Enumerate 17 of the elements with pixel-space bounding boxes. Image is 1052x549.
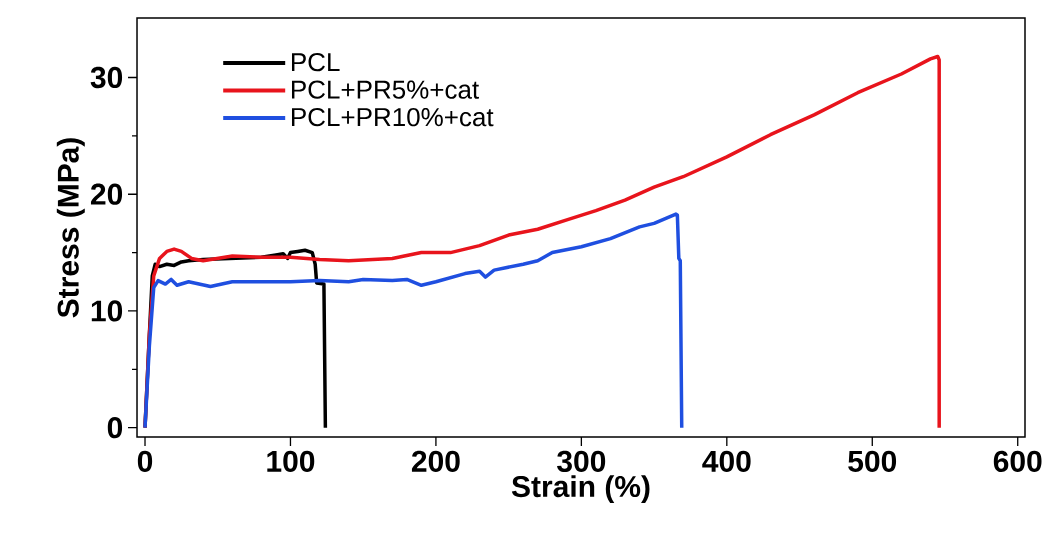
y-tick-label: 0: [107, 417, 123, 439]
x-axis-title: Strain (%): [511, 475, 650, 504]
y-tick-label: 10: [91, 300, 123, 322]
x-tick-label: 200: [411, 450, 460, 472]
x-tick-label: 600: [993, 450, 1042, 472]
x-tick-label: 500: [848, 450, 897, 472]
x-tick-label: 400: [702, 450, 751, 472]
legend-label: PCL: [291, 52, 340, 72]
x-tick-label: 100: [267, 450, 315, 472]
legend-label: PCL+PR5%+cat: [291, 80, 479, 99]
x-tick-label: 300: [557, 450, 606, 472]
line-series: [143, 212, 684, 430]
x-tick-label: 0: [137, 450, 153, 472]
y-axis-title: Stress (MPa): [56, 138, 85, 318]
legend-label: PCL+PR10%+cat: [291, 107, 494, 127]
y-tick-label: 30: [90, 66, 123, 89]
y-tick-label: 20: [90, 183, 123, 205]
